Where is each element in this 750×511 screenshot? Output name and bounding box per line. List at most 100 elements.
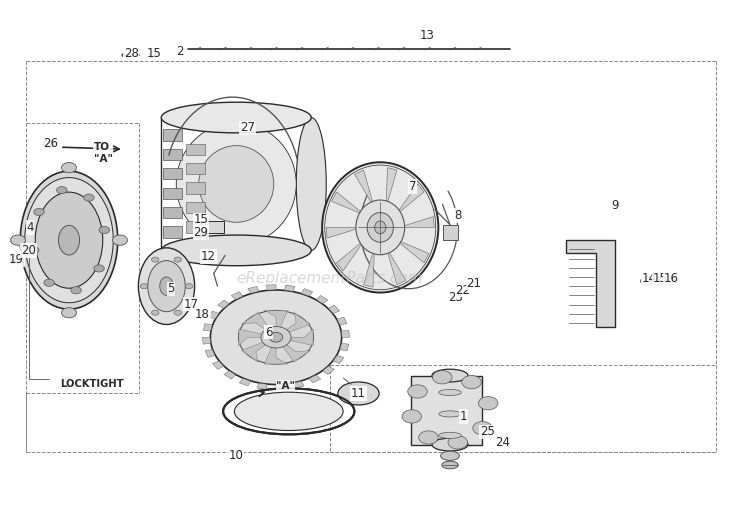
Polygon shape: [284, 285, 295, 291]
Polygon shape: [309, 375, 321, 383]
Polygon shape: [163, 129, 182, 141]
Ellipse shape: [58, 225, 80, 255]
Circle shape: [62, 162, 76, 173]
Ellipse shape: [296, 118, 326, 250]
Ellipse shape: [199, 146, 274, 222]
Circle shape: [433, 370, 452, 384]
Text: 8: 8: [454, 209, 461, 222]
Ellipse shape: [442, 461, 458, 469]
Text: 10: 10: [229, 449, 244, 462]
Polygon shape: [326, 227, 362, 238]
Text: 5: 5: [167, 282, 175, 295]
Ellipse shape: [20, 171, 118, 309]
Polygon shape: [266, 285, 276, 290]
Polygon shape: [302, 289, 313, 296]
Circle shape: [99, 226, 109, 234]
Polygon shape: [163, 207, 182, 218]
Polygon shape: [265, 310, 287, 337]
Polygon shape: [186, 144, 205, 155]
Circle shape: [174, 257, 182, 262]
Ellipse shape: [356, 200, 405, 254]
Ellipse shape: [176, 123, 296, 245]
Text: 19: 19: [9, 253, 24, 266]
Polygon shape: [276, 329, 314, 345]
Polygon shape: [224, 371, 236, 379]
Circle shape: [402, 410, 422, 423]
Polygon shape: [337, 240, 365, 271]
Circle shape: [652, 277, 664, 285]
Ellipse shape: [432, 438, 468, 451]
Text: 9: 9: [611, 199, 619, 212]
Polygon shape: [364, 247, 374, 287]
Text: 20: 20: [21, 244, 36, 257]
Polygon shape: [257, 383, 268, 389]
Circle shape: [10, 235, 26, 245]
Polygon shape: [333, 356, 344, 364]
Text: 17: 17: [184, 297, 199, 311]
Text: eReplacementParts.com: eReplacementParts.com: [237, 271, 423, 286]
Text: 12: 12: [201, 250, 216, 263]
Polygon shape: [328, 305, 340, 313]
Polygon shape: [186, 163, 205, 174]
Circle shape: [84, 194, 94, 201]
Ellipse shape: [368, 213, 393, 242]
Ellipse shape: [35, 192, 103, 288]
Polygon shape: [293, 381, 304, 388]
Polygon shape: [399, 217, 434, 227]
Polygon shape: [566, 240, 615, 327]
Text: LOCKTIGHT: LOCKTIGHT: [60, 379, 124, 389]
Circle shape: [112, 235, 128, 245]
Polygon shape: [340, 343, 349, 351]
Polygon shape: [231, 292, 243, 299]
Circle shape: [24, 247, 33, 253]
Polygon shape: [276, 337, 310, 362]
Circle shape: [28, 247, 39, 254]
Polygon shape: [355, 170, 374, 208]
Text: 16: 16: [664, 272, 679, 285]
Polygon shape: [332, 192, 365, 215]
Ellipse shape: [322, 162, 438, 292]
Polygon shape: [217, 300, 229, 308]
Text: TO
"A": TO "A": [94, 143, 112, 164]
Ellipse shape: [439, 389, 461, 396]
Polygon shape: [248, 287, 259, 293]
Ellipse shape: [439, 432, 461, 438]
Circle shape: [478, 397, 498, 410]
Polygon shape: [163, 226, 182, 238]
Polygon shape: [316, 295, 328, 304]
Circle shape: [664, 277, 676, 285]
Ellipse shape: [234, 392, 343, 430]
Circle shape: [152, 257, 159, 262]
Text: 7: 7: [409, 180, 416, 193]
Circle shape: [419, 431, 438, 444]
Text: 22: 22: [455, 284, 470, 297]
Bar: [411, 376, 482, 445]
Circle shape: [34, 208, 44, 216]
Circle shape: [470, 282, 478, 287]
Polygon shape: [238, 329, 276, 345]
Polygon shape: [163, 188, 182, 199]
Text: 25: 25: [480, 425, 495, 438]
Circle shape: [56, 187, 67, 194]
Polygon shape: [208, 311, 219, 319]
Circle shape: [197, 310, 205, 315]
Polygon shape: [242, 312, 276, 337]
Text: 21: 21: [466, 276, 482, 290]
Ellipse shape: [432, 369, 468, 382]
Ellipse shape: [269, 332, 283, 342]
Polygon shape: [341, 331, 350, 337]
Polygon shape: [386, 168, 397, 208]
Text: 15: 15: [146, 47, 161, 60]
Circle shape: [461, 288, 469, 293]
Text: 2: 2: [176, 44, 184, 58]
Bar: [201, 221, 223, 233]
Ellipse shape: [238, 310, 314, 364]
Polygon shape: [212, 361, 223, 369]
Ellipse shape: [210, 290, 341, 384]
Polygon shape: [322, 366, 334, 375]
Polygon shape: [265, 337, 287, 364]
Circle shape: [408, 385, 428, 398]
Circle shape: [185, 284, 193, 289]
Ellipse shape: [148, 261, 185, 312]
Circle shape: [71, 287, 82, 294]
